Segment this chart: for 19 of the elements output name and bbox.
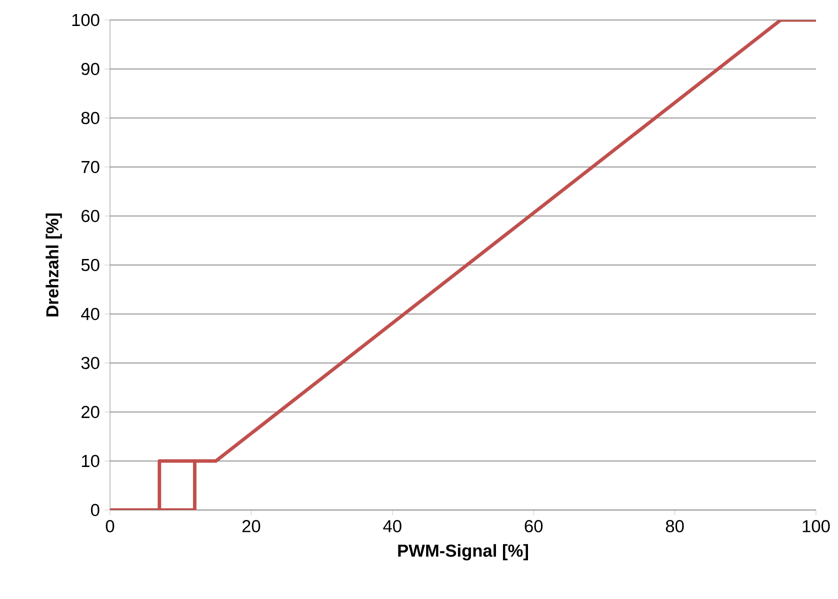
y-tick-label: 60	[82, 210, 100, 222]
x-tick-label: 0	[106, 520, 114, 532]
y-tick-label: 100	[72, 14, 100, 26]
x-tick-label: 40	[383, 520, 402, 532]
y-tick-label: 10	[82, 454, 100, 468]
y-tick-label: 20	[82, 406, 100, 418]
y-tick-label: 0	[90, 504, 100, 516]
y-tick-label: 40	[81, 308, 100, 320]
x-axis-title: PWM-Signal [%]	[398, 544, 528, 560]
y-tick-label: 70	[82, 160, 100, 174]
y-tick-label: 50	[81, 258, 100, 272]
x-tick-label: 20	[242, 520, 260, 532]
y-axis-title: Drehzahl [%]	[46, 213, 62, 316]
y-tick-label: 80	[81, 112, 100, 124]
x-tick-label: 80	[666, 520, 684, 532]
y-tick-label: 30	[81, 356, 100, 370]
x-tick-label: 60	[524, 520, 543, 532]
y-tick-label: 90	[82, 62, 100, 76]
x-tick-label: 100	[802, 520, 830, 532]
